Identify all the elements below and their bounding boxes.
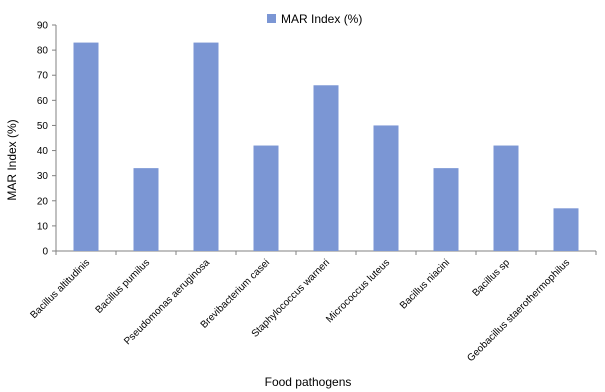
- bar: [193, 42, 219, 252]
- y-tick-label: 10: [37, 221, 49, 232]
- bars: [73, 42, 579, 252]
- bar: [433, 168, 459, 251]
- y-tick-label: 40: [37, 146, 49, 157]
- bar: [313, 85, 339, 252]
- x-tick-label: Bacillus niacini: [398, 257, 452, 311]
- y-tick-label: 70: [37, 71, 49, 82]
- x-tick-label: Bacillus pumilus: [94, 257, 152, 315]
- x-tick-label: Bacillus sp: [471, 257, 513, 299]
- y-axis: 0 10 20 30 40 50 60 70 80 90: [37, 21, 57, 258]
- legend: MAR Index (%): [267, 12, 362, 26]
- y-tick-label: 30: [37, 171, 49, 182]
- category-labels: Bacillus altitudinis Bacillus pumilusPseu…: [29, 257, 573, 364]
- y-tick-label: 20: [37, 196, 49, 207]
- bar: [253, 145, 279, 251]
- x-tick-label: Geobacillus staerothermophilus: [465, 257, 572, 364]
- bar: [373, 125, 399, 251]
- x-tick-label: Bacillus altitudinis: [29, 257, 93, 321]
- bar: [553, 208, 579, 251]
- y-tick-label: 90: [37, 21, 49, 32]
- y-axis-title: MAR Index (%): [5, 119, 19, 200]
- y-tick-label: 80: [37, 46, 49, 57]
- x-tick-label: Micrococcus luteus: [324, 257, 392, 325]
- y-tick-label: 60: [37, 96, 49, 107]
- x-axis-title: Food pathogens: [265, 375, 352, 389]
- bar: [133, 168, 159, 251]
- y-tick-label: 0: [42, 247, 48, 258]
- legend-swatch: [267, 14, 276, 23]
- x-axis: [55, 250, 597, 255]
- y-tick-label: 50: [37, 121, 49, 132]
- legend-label: MAR Index (%): [281, 12, 362, 26]
- bar: [73, 42, 99, 252]
- bar: [493, 145, 519, 251]
